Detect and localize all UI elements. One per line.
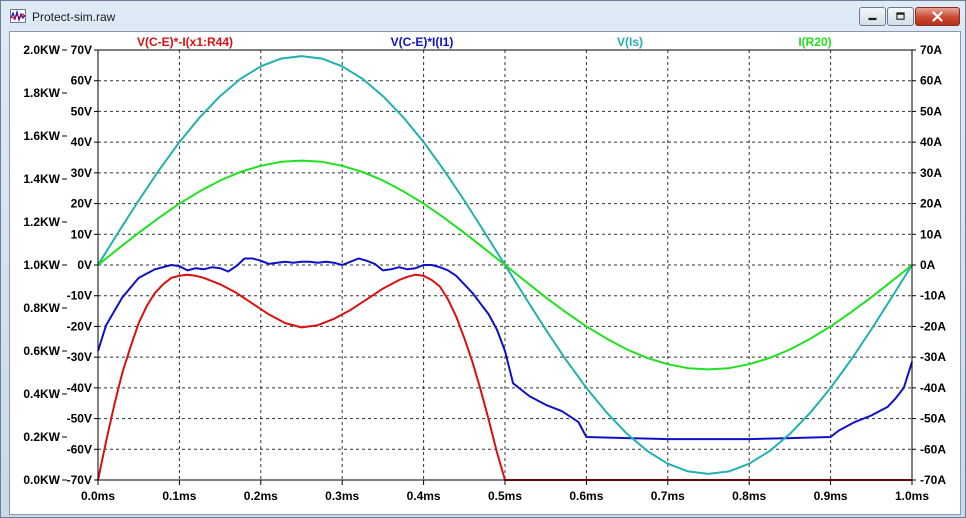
current-tick-label: 0A xyxy=(920,258,936,272)
power-tick-label: 1.6KW xyxy=(23,129,60,143)
x-tick-label: 0.6ms xyxy=(569,489,603,503)
restore-button[interactable] xyxy=(887,7,914,26)
close-icon xyxy=(932,11,943,22)
x-tick-label: 0.4ms xyxy=(407,489,441,503)
title-bar[interactable]: Protect-sim.raw xyxy=(1,1,965,31)
plot-border xyxy=(97,49,913,481)
waveform-icon xyxy=(10,9,26,23)
voltage-tick-label: -30V xyxy=(67,350,92,364)
series-line-1 xyxy=(97,273,912,481)
minimize-button[interactable] xyxy=(859,7,886,26)
legend-label-2: V(C-E)*I(I1) xyxy=(391,35,454,49)
current-tick-label: 70A xyxy=(920,43,942,57)
current-tick-label: -10A xyxy=(920,289,946,303)
voltage-tick-label: 60V xyxy=(71,74,92,88)
voltage-tick-label: 20V xyxy=(71,197,92,211)
x-tick-label: 0.9ms xyxy=(814,489,848,503)
restore-icon xyxy=(896,12,905,20)
current-tick-label: -30A xyxy=(920,350,946,364)
voltage-tick-label: 50V xyxy=(71,104,92,118)
current-tick-label: 60A xyxy=(920,74,942,88)
plot-pane[interactable]: 0.0ms 0.1ms 0.2ms 0.3ms 0.4ms 0.5ms 0.6ms 0.7ms… xyxy=(9,31,961,515)
power-tick-label: 0.6KW xyxy=(23,344,60,358)
power-tick-label: 1.2KW xyxy=(23,215,60,229)
power-tick-label: 0.0KW xyxy=(23,473,60,487)
x-tick-label: 0.3ms xyxy=(325,489,359,503)
axes: 0.0ms 0.1ms 0.2ms 0.3ms 0.4ms 0.5ms 0.6ms 0.7ms… xyxy=(23,43,946,503)
x-tick-label: 0.7ms xyxy=(651,489,685,503)
voltage-tick-label: -20V xyxy=(67,319,92,333)
voltage-tick-label: -40V xyxy=(67,381,92,395)
current-tick-label: -20A xyxy=(920,319,946,333)
current-tick-label: 10A xyxy=(920,227,942,241)
voltage-tick-label: -60V xyxy=(67,442,92,456)
voltage-tick-label: -10V xyxy=(67,289,92,303)
x-tick-label: 1.0ms xyxy=(895,489,929,503)
voltage-tick-label: 40V xyxy=(71,135,92,149)
series-line-2 xyxy=(97,257,913,441)
legend-label-3: V(Is) xyxy=(617,35,643,49)
series-lines xyxy=(97,55,913,481)
current-tick-label: 50A xyxy=(920,104,942,118)
voltage-tick-label: 70V xyxy=(71,43,92,57)
waveform-chart[interactable]: 0.0ms 0.1ms 0.2ms 0.3ms 0.4ms 0.5ms 0.6ms 0.7ms… xyxy=(10,32,960,514)
legend-label-4: I(R20) xyxy=(798,35,831,49)
voltage-tick-label: -50V xyxy=(67,412,92,426)
close-button[interactable] xyxy=(915,7,960,26)
x-tick-label: 0.2ms xyxy=(244,489,278,503)
current-tick-label: -60A xyxy=(920,442,946,456)
window-title: Protect-sim.raw xyxy=(32,10,116,24)
voltage-tick-label: 0V xyxy=(77,258,92,272)
power-tick-label: 0.4KW xyxy=(23,387,60,401)
legend-label-1: V(C-E)*-I(x1:R44) xyxy=(137,35,233,49)
power-tick-label: 1.8KW xyxy=(23,86,60,100)
legend: V(C-E)*-I(x1:R44) V(C-E)*I(I1) V(Is) I(R20) xyxy=(137,35,832,49)
current-tick-label: 20A xyxy=(920,197,942,211)
grid xyxy=(98,50,912,480)
power-tick-label: 1.4KW xyxy=(23,172,60,186)
current-tick-label: -40A xyxy=(920,381,946,395)
voltage-tick-label: -70V xyxy=(67,473,92,487)
power-tick-label: 0.2KW xyxy=(23,430,60,444)
voltage-tick-label: 10V xyxy=(71,227,92,241)
power-tick-label: 2.0KW xyxy=(23,43,60,57)
x-tick-label: 0.1ms xyxy=(162,489,196,503)
current-tick-label: -70A xyxy=(920,473,946,487)
power-tick-label: 1.0KW xyxy=(23,258,60,272)
current-tick-label: 30A xyxy=(920,166,942,180)
current-tick-label: 40A xyxy=(920,135,942,149)
x-tick-label: 0.0ms xyxy=(81,489,115,503)
series-line-4 xyxy=(97,159,913,371)
minimize-icon xyxy=(868,17,877,21)
voltage-tick-label: 30V xyxy=(71,166,92,180)
x-tick-label: 0.8ms xyxy=(732,489,766,503)
current-tick-label: -50A xyxy=(920,412,946,426)
power-tick-label: 0.8KW xyxy=(23,301,60,315)
x-tick-label: 0.5ms xyxy=(488,489,522,503)
